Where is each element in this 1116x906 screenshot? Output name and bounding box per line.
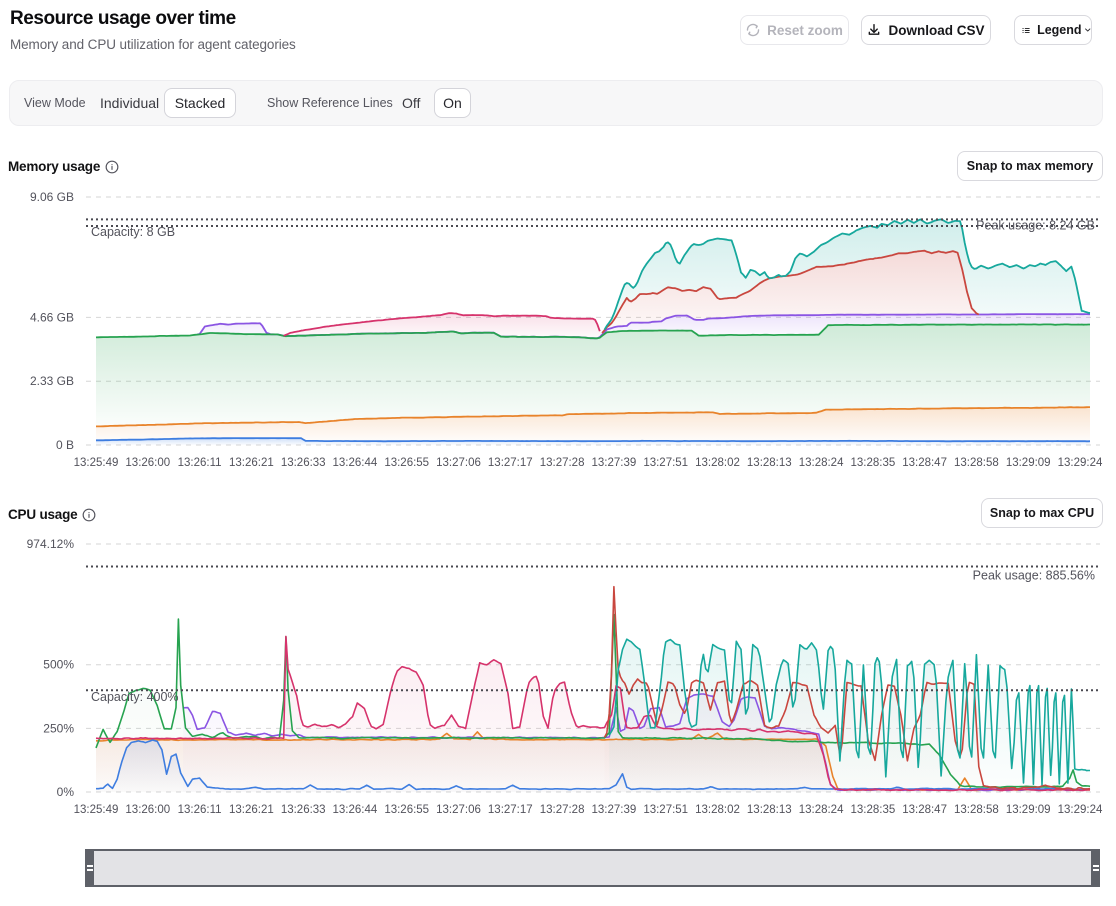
svg-text:13:26:11: 13:26:11 xyxy=(178,457,222,469)
svg-text:13:27:06: 13:27:06 xyxy=(436,457,481,469)
svg-text:13:28:02: 13:28:02 xyxy=(695,457,740,469)
svg-text:13:28:58: 13:28:58 xyxy=(954,804,999,816)
svg-text:9.06 GB: 9.06 GB xyxy=(30,190,74,204)
svg-text:Peak usage: 885.56%: Peak usage: 885.56% xyxy=(973,569,1095,583)
svg-text:13:27:28: 13:27:28 xyxy=(540,804,585,816)
svg-text:0 B: 0 B xyxy=(56,438,74,452)
svg-text:13:25:49: 13:25:49 xyxy=(74,457,119,469)
svg-text:4.66 GB: 4.66 GB xyxy=(30,310,74,324)
svg-text:13:26:44: 13:26:44 xyxy=(333,804,378,816)
svg-text:Peak usage: 8.24 GB: Peak usage: 8.24 GB xyxy=(976,218,1095,232)
svg-text:Capacity: 8 GB: Capacity: 8 GB xyxy=(91,225,175,239)
svg-text:13:28:47: 13:28:47 xyxy=(902,457,947,469)
svg-text:13:27:51: 13:27:51 xyxy=(643,457,688,469)
svg-text:13:28:47: 13:28:47 xyxy=(902,804,947,816)
svg-text:13:27:28: 13:27:28 xyxy=(540,457,585,469)
svg-text:13:26:55: 13:26:55 xyxy=(384,804,429,816)
svg-text:13:28:13: 13:28:13 xyxy=(747,457,792,469)
svg-text:13:26:00: 13:26:00 xyxy=(125,457,170,469)
svg-text:13:28:35: 13:28:35 xyxy=(851,804,896,816)
svg-text:13:27:17: 13:27:17 xyxy=(488,457,533,469)
svg-text:0%: 0% xyxy=(57,785,75,799)
svg-text:13:26:33: 13:26:33 xyxy=(281,457,326,469)
svg-text:13:28:24: 13:28:24 xyxy=(799,457,844,469)
svg-text:13:27:17: 13:27:17 xyxy=(488,804,533,816)
svg-text:13:28:02: 13:28:02 xyxy=(695,804,740,816)
svg-text:13:28:58: 13:28:58 xyxy=(954,457,999,469)
svg-text:250%: 250% xyxy=(43,721,74,735)
svg-text:13:26:33: 13:26:33 xyxy=(281,804,326,816)
svg-text:13:29:09: 13:29:09 xyxy=(1006,457,1051,469)
svg-text:13:26:55: 13:26:55 xyxy=(384,457,429,469)
svg-text:13:29:24: 13:29:24 xyxy=(1058,457,1103,469)
svg-text:500%: 500% xyxy=(43,658,74,672)
svg-text:13:28:35: 13:28:35 xyxy=(851,457,896,469)
svg-text:974.12%: 974.12% xyxy=(27,537,75,551)
svg-text:13:26:21: 13:26:21 xyxy=(229,804,274,816)
svg-text:13:29:24: 13:29:24 xyxy=(1058,804,1103,816)
svg-text:Capacity: 400%: Capacity: 400% xyxy=(91,690,179,704)
svg-text:13:29:09: 13:29:09 xyxy=(1006,804,1051,816)
svg-text:13:26:11: 13:26:11 xyxy=(178,804,222,816)
svg-text:13:27:39: 13:27:39 xyxy=(592,457,637,469)
svg-text:13:27:51: 13:27:51 xyxy=(643,804,688,816)
svg-text:13:25:49: 13:25:49 xyxy=(74,804,119,816)
svg-text:2.33 GB: 2.33 GB xyxy=(30,374,74,388)
svg-text:13:26:00: 13:26:00 xyxy=(125,804,170,816)
svg-text:13:27:39: 13:27:39 xyxy=(592,804,637,816)
svg-text:13:28:13: 13:28:13 xyxy=(747,804,792,816)
svg-text:13:26:44: 13:26:44 xyxy=(333,457,378,469)
svg-text:13:28:24: 13:28:24 xyxy=(799,804,844,816)
svg-text:13:27:06: 13:27:06 xyxy=(436,804,481,816)
svg-text:13:26:21: 13:26:21 xyxy=(229,457,274,469)
